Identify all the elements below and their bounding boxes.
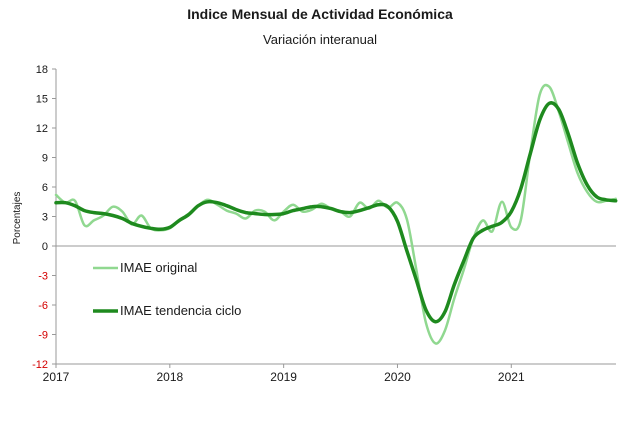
x-tick-label: 2019 bbox=[270, 370, 297, 384]
legend-label-imae-tendencia-ciclo: IMAE tendencia ciclo bbox=[120, 303, 241, 318]
y-tick-label: 18 bbox=[36, 64, 48, 76]
y-tick-label: -3 bbox=[38, 271, 48, 283]
x-tick-label: 2018 bbox=[156, 370, 183, 384]
y-tick-label: 0 bbox=[42, 241, 48, 253]
x-tick-label: 2020 bbox=[384, 370, 411, 384]
series-line-imae-tendencia-ciclo bbox=[54, 101, 618, 324]
y-tick-label: 15 bbox=[36, 94, 48, 106]
legend-label-imae-original: IMAE original bbox=[120, 260, 197, 275]
y-tick-label: 9 bbox=[42, 153, 48, 165]
chart-subtitle: Variación interanual bbox=[263, 32, 377, 47]
legend: IMAE original IMAE tendencia ciclo bbox=[93, 260, 241, 318]
y-tick-label: 12 bbox=[36, 123, 48, 135]
chart-title: Indice Mensual de Actividad Económica bbox=[187, 6, 453, 22]
y-tick-label: 3 bbox=[42, 212, 48, 224]
y-tick-label: -12 bbox=[32, 359, 48, 371]
x-tick-label: 2017 bbox=[43, 370, 70, 384]
y-axis-label: Porcentajes bbox=[12, 192, 23, 245]
y-tick-label: 6 bbox=[42, 182, 48, 194]
x-tick-label: 2021 bbox=[498, 370, 525, 384]
y-tick-label: -9 bbox=[38, 330, 48, 342]
y-tick-label: -6 bbox=[38, 300, 48, 312]
series-layer bbox=[54, 83, 618, 345]
